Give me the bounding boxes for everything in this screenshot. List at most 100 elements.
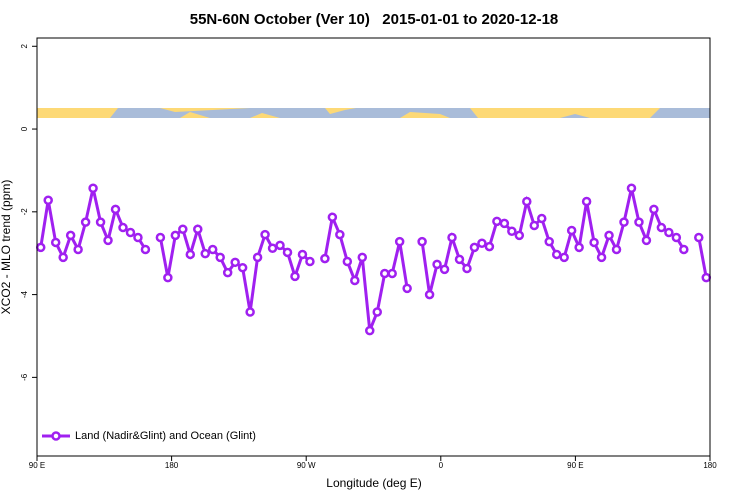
data-point <box>649 204 659 215</box>
data-point <box>611 244 622 255</box>
data-point <box>402 283 412 294</box>
data-point <box>641 235 652 246</box>
data-point <box>125 227 136 238</box>
data-point <box>394 236 405 247</box>
data-point <box>454 254 465 265</box>
data-point <box>499 218 510 229</box>
data-point <box>133 232 143 243</box>
data-point <box>290 271 300 282</box>
x-axis-label: Longitude (deg E) <box>326 476 421 490</box>
data-point <box>469 242 480 253</box>
data-point <box>65 230 76 241</box>
data-point <box>507 226 517 237</box>
data-point <box>626 183 637 193</box>
data-point <box>365 325 375 336</box>
data-point <box>581 196 592 207</box>
y-tick-label: 0 <box>20 126 29 131</box>
data-point <box>170 230 181 241</box>
data-point <box>260 229 270 240</box>
data-point <box>200 248 210 259</box>
data-point <box>222 267 233 278</box>
data-point <box>439 264 450 275</box>
x-tick-label: 90 E <box>29 461 45 470</box>
chart-title: 55N-60N October (Ver 10) 2015-01-01 to 2… <box>190 11 559 28</box>
data-point <box>462 263 472 274</box>
data-point <box>671 232 682 243</box>
data-point <box>342 256 353 267</box>
x-tick-label: 180 <box>165 461 179 470</box>
data-point <box>589 237 599 248</box>
data-point <box>372 307 382 317</box>
data-point <box>514 230 525 241</box>
data-point <box>267 243 278 253</box>
data-point <box>155 232 166 243</box>
data-point <box>282 247 293 258</box>
data-point <box>544 236 554 247</box>
data-point <box>275 240 285 251</box>
x-tick-label: 180 <box>703 461 717 470</box>
y-tick-label: -4 <box>20 290 29 298</box>
x-tick-label: 90 E <box>567 461 583 470</box>
data-point <box>574 242 584 253</box>
legend-marker <box>51 431 61 441</box>
data-point <box>207 244 218 255</box>
data-point <box>305 256 315 267</box>
data-point <box>163 272 173 283</box>
data-point <box>604 230 614 241</box>
data-point <box>387 268 397 279</box>
data-point <box>230 257 240 268</box>
y-tick-label: -6 <box>20 373 29 381</box>
data-point <box>327 212 338 222</box>
data-point <box>379 268 390 279</box>
data-point <box>88 183 98 193</box>
data-point <box>50 237 61 248</box>
data-point <box>447 232 457 243</box>
plot-frame <box>36 37 711 457</box>
x-tick-label: 0 <box>439 461 444 470</box>
land-ocean-strip <box>37 108 710 118</box>
data-point <box>656 222 667 233</box>
data-point <box>178 224 188 234</box>
data-point <box>110 204 121 215</box>
data-point <box>432 259 442 270</box>
data-point <box>701 272 712 283</box>
data-point <box>596 252 607 263</box>
data-point <box>58 252 68 263</box>
data-point <box>566 225 577 236</box>
data-point <box>694 232 704 243</box>
plot-area <box>35 183 712 336</box>
data-point <box>350 275 360 286</box>
data-point <box>103 235 113 246</box>
x-tick-label: 90 W <box>297 461 316 470</box>
data-point <box>193 224 203 234</box>
data-point <box>245 307 255 317</box>
data-point <box>664 227 674 238</box>
data-point <box>252 252 263 263</box>
y-axis-label: XCO2 - MLO trend (ppm) <box>0 180 13 315</box>
data-point <box>522 196 532 207</box>
data-point <box>297 249 308 260</box>
data-point <box>424 289 435 300</box>
y-tick-label: -2 <box>20 208 29 216</box>
data-point <box>559 252 569 263</box>
data-point <box>335 229 345 240</box>
data-point <box>140 244 151 255</box>
data-point <box>619 217 629 227</box>
data-point <box>320 253 330 264</box>
data-point <box>43 195 53 205</box>
data-point <box>417 236 427 247</box>
data-point <box>484 241 495 252</box>
data-point <box>492 216 502 227</box>
data-point <box>537 213 547 224</box>
data-point <box>95 217 106 227</box>
data-point <box>357 252 368 263</box>
legend-label: Land (Nadir&Glint) and Ocean (Glint) <box>75 430 256 442</box>
data-point <box>679 244 689 255</box>
data-point <box>35 242 46 253</box>
data-point <box>477 238 487 249</box>
data-point <box>237 262 248 273</box>
data-point <box>529 220 540 231</box>
data-point <box>634 217 644 227</box>
